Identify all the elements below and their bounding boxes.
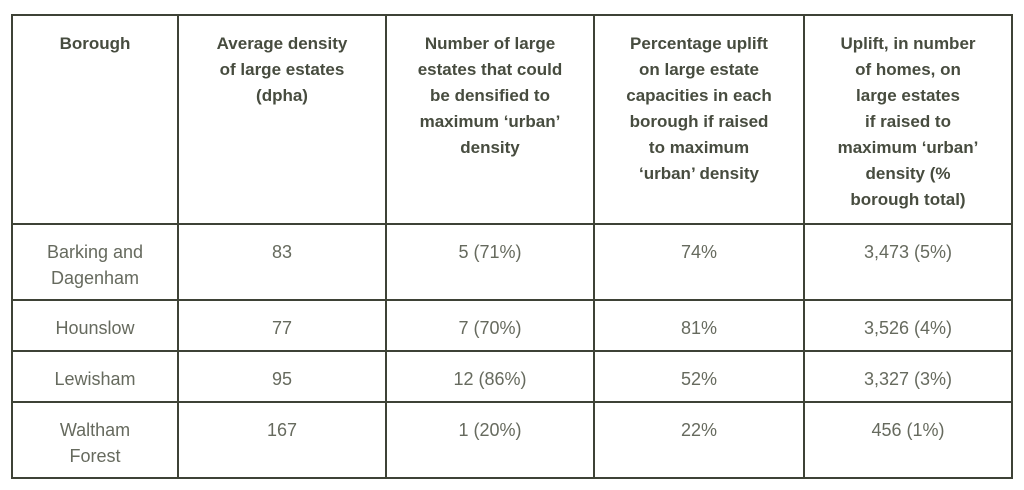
column-header-average-density: Average density of large estates (dpha) [177, 14, 387, 225]
cell-borough: Barking and Dagenham [11, 223, 179, 301]
cell-num-estates: 12 (86%) [385, 350, 595, 403]
cell-homes-uplift: 3,526 (4%) [803, 299, 1013, 352]
table-row-barking-and-dagenham: Barking and Dagenham 83 5 (71%) 74% 3,47… [11, 223, 1013, 301]
cell-average-density: 167 [177, 401, 387, 479]
column-header-borough: Borough [11, 14, 179, 225]
cell-borough: Lewisham [11, 350, 179, 403]
cell-percentage-uplift: 74% [593, 223, 805, 301]
table-row-waltham-forest: Waltham Forest 167 1 (20%) 22% 456 (1%) [11, 401, 1013, 479]
cell-percentage-uplift: 81% [593, 299, 805, 352]
table-row-hounslow: Hounslow 77 7 (70%) 81% 3,526 (4%) [11, 299, 1013, 352]
table-row-lewisham: Lewisham 95 12 (86%) 52% 3,327 (3%) [11, 350, 1013, 403]
borough-estates-density-table: Borough Average density of large estates… [11, 14, 1013, 479]
cell-average-density: 77 [177, 299, 387, 352]
cell-homes-uplift: 3,473 (5%) [803, 223, 1013, 301]
cell-average-density: 83 [177, 223, 387, 301]
header-row: Borough Average density of large estates… [11, 14, 1013, 225]
cell-borough: Waltham Forest [11, 401, 179, 479]
cell-percentage-uplift: 52% [593, 350, 805, 403]
column-header-percentage-uplift: Percentage uplift on large estate capaci… [593, 14, 805, 225]
column-header-num-estates-densified: Number of large estates that could be de… [385, 14, 595, 225]
cell-percentage-uplift: 22% [593, 401, 805, 479]
cell-average-density: 95 [177, 350, 387, 403]
cell-homes-uplift: 456 (1%) [803, 401, 1013, 479]
cell-borough: Hounslow [11, 299, 179, 352]
cell-num-estates: 7 (70%) [385, 299, 595, 352]
column-header-homes-uplift: Uplift, in number of homes, on large est… [803, 14, 1013, 225]
cell-num-estates: 1 (20%) [385, 401, 595, 479]
cell-num-estates: 5 (71%) [385, 223, 595, 301]
cell-homes-uplift: 3,327 (3%) [803, 350, 1013, 403]
